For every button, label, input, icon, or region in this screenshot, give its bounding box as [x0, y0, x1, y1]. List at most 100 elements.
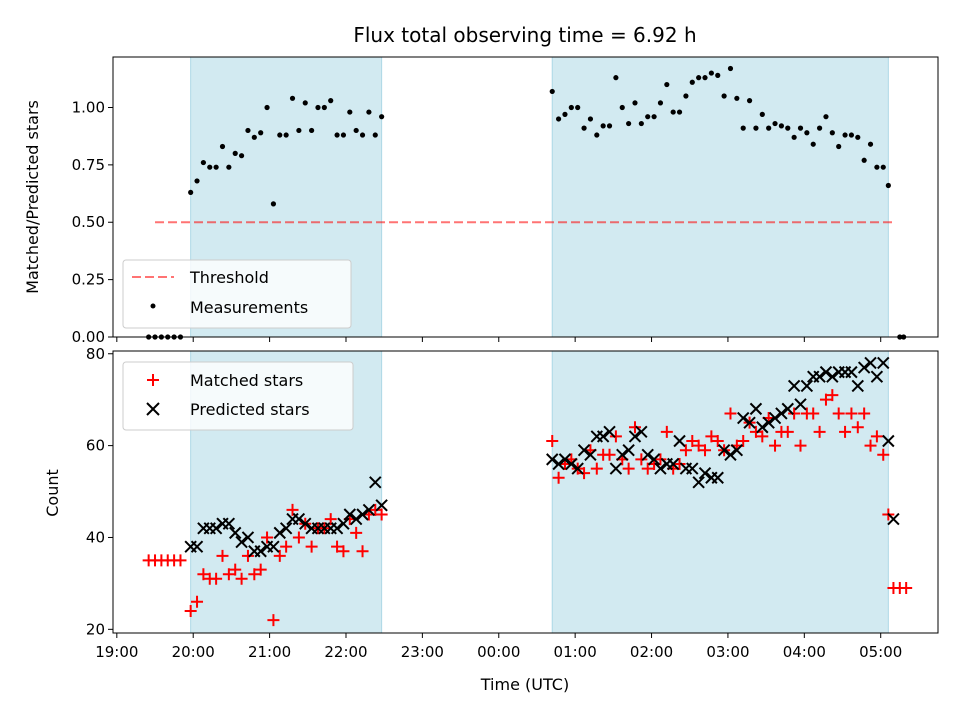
predicted-point [673, 434, 686, 448]
x-axis-label: Time (UTC) [480, 675, 569, 694]
measurement-point [309, 127, 315, 134]
x-tick-label: 20:00 [172, 643, 215, 661]
matched-point [369, 503, 382, 516]
predicted-point [577, 443, 591, 457]
predicted-point [343, 508, 357, 521]
x-tick-label: 21:00 [248, 643, 291, 661]
measurement-point [188, 189, 194, 196]
measurement-point [626, 120, 632, 127]
measurement-point [277, 132, 283, 138]
predicted-point [229, 526, 242, 540]
bottom-legend: Matched stars Predicted stars [122, 361, 354, 431]
predicted-point [654, 462, 667, 475]
measurement-point [727, 65, 734, 72]
predicted-point [292, 512, 306, 526]
predicted-point [647, 453, 661, 466]
matched-point [280, 540, 293, 553]
legend-measurements-label: Measurements [190, 298, 308, 317]
measurement-point [575, 104, 581, 111]
top-y-axis-ticks: 0.00 0.25 0.50 0.75 1.00 [72, 98, 113, 346]
measurement-point [321, 104, 327, 111]
measurement-point [315, 104, 321, 111]
y-tick-label: 60 [86, 437, 105, 455]
measurement-point [842, 132, 848, 138]
predicted-point [813, 370, 826, 383]
measurement-point [880, 164, 886, 170]
matched-point [870, 430, 883, 443]
predicted-point [857, 361, 871, 374]
measurement-point [651, 114, 657, 120]
legend-matched-label: Matched stars [190, 371, 303, 390]
matched-point [235, 572, 248, 585]
predicted-point [209, 522, 223, 535]
matched-point [781, 425, 794, 438]
predicted-point [887, 512, 900, 526]
predicted-point [337, 517, 350, 530]
predicted-point [756, 421, 769, 434]
x-tick-label: 02:00 [630, 643, 673, 661]
matched-point [711, 435, 724, 448]
measurement-point [734, 95, 740, 101]
matched-point [826, 389, 839, 402]
predicted-point [819, 365, 833, 379]
matched-point [858, 407, 871, 420]
matched-point [756, 430, 769, 443]
predicted-point [622, 443, 635, 457]
measurement-point [785, 125, 791, 131]
predicted-point [546, 453, 559, 466]
predicted-point [711, 471, 724, 484]
measurement-point [379, 114, 385, 120]
matched-point [248, 568, 261, 581]
measurement-point [251, 134, 257, 140]
matched-point [578, 467, 591, 480]
top-y-axis-label: Matched/Predicted stars [23, 100, 42, 294]
matched-point [686, 435, 699, 448]
predicted-point [730, 443, 744, 457]
measurement-point [232, 150, 238, 156]
measurement-point [568, 104, 574, 111]
predicted-point [356, 508, 369, 521]
bottom-x-axis-ticks: 19:00 20:00 21:00 22:00 23:00 00:00 01:00 02:00… [95, 633, 902, 661]
matched-point [877, 448, 890, 461]
measurement-point [334, 132, 340, 138]
measurement-point [194, 178, 200, 184]
y-tick-label: 0.75 [72, 156, 105, 174]
y-tick-label: 40 [86, 528, 105, 546]
matched-point [628, 421, 641, 434]
measurement-point [676, 109, 683, 115]
matched-point [546, 435, 559, 448]
measurement-point [848, 132, 855, 138]
predicted-point [609, 462, 623, 475]
x-tick-label: 03:00 [706, 643, 749, 661]
predicted-point [603, 425, 616, 439]
measurement-point [302, 100, 308, 106]
matched-point [350, 526, 363, 539]
predicted-point [571, 462, 584, 475]
measurement-point [632, 100, 638, 106]
bottom-panel-frame [112, 350, 939, 634]
measurement-point [759, 111, 765, 117]
measurement-point [861, 157, 867, 163]
measurement-point [594, 132, 600, 138]
matched-point [819, 393, 832, 406]
matched-point [699, 444, 712, 457]
y-tick-label: 20 [86, 620, 105, 638]
matched-point [241, 549, 254, 562]
measurement-point [689, 79, 695, 85]
x-tick-label: 01:00 [554, 643, 597, 661]
bottom-y-axis-ticks: 20 40 60 80 [86, 345, 113, 638]
predicted-point [762, 416, 775, 429]
matched-point [552, 471, 565, 484]
matched-point [794, 439, 807, 452]
legend-threshold-label: Threshold [189, 268, 269, 287]
predicted-point [222, 517, 236, 530]
measurement-point [816, 125, 823, 131]
predicted-point [749, 402, 763, 416]
measurement-point [613, 75, 619, 81]
bottom-legend-box [122, 361, 354, 431]
matched-point [769, 439, 782, 452]
measurement-point [270, 201, 277, 207]
matched-point [331, 540, 344, 553]
predicted-point [596, 430, 610, 443]
matched-point [292, 531, 305, 544]
